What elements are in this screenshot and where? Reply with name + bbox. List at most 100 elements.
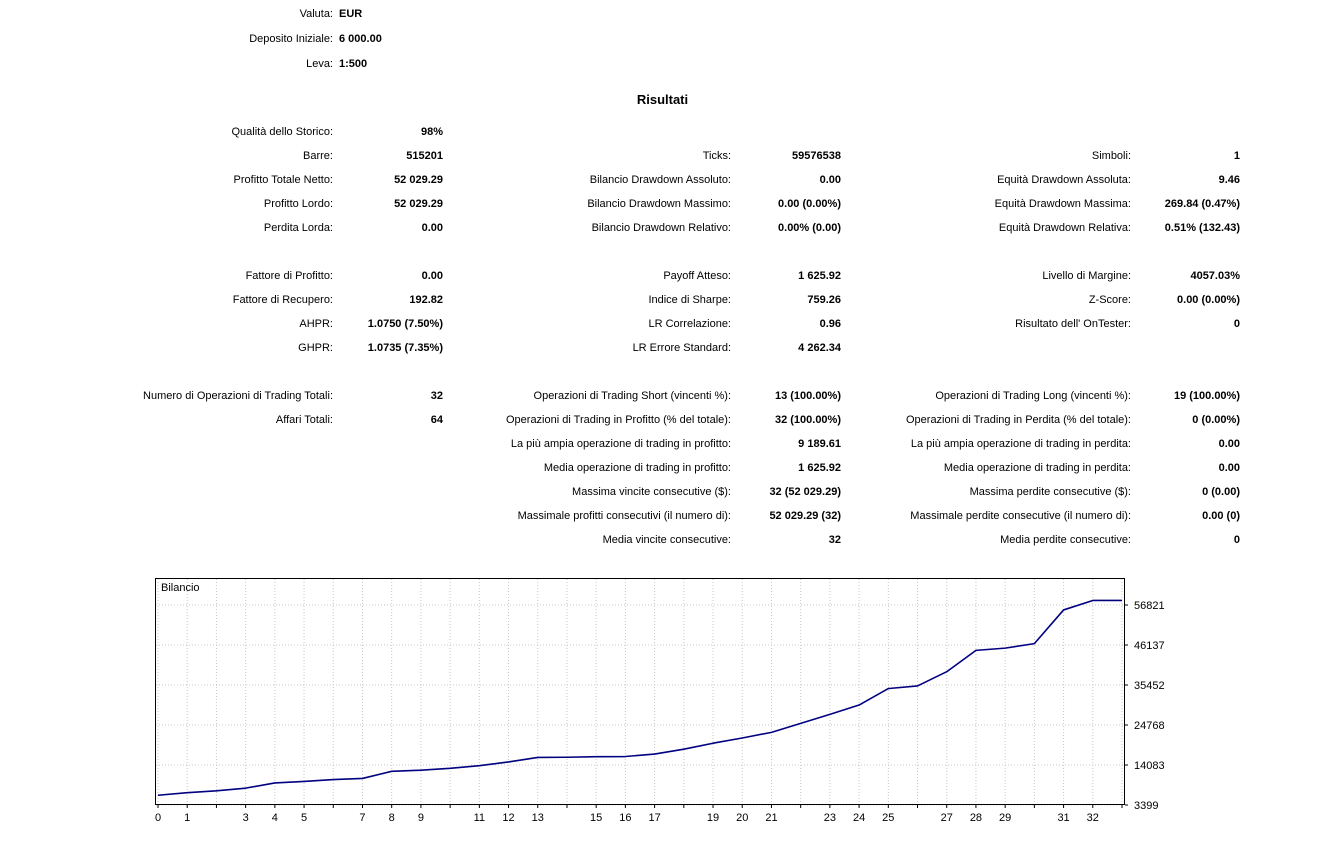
result-value: 0.51% (132.43) — [1164, 222, 1240, 234]
x-axis-label: 20 — [736, 812, 748, 824]
section-spacer — [0, 240, 1240, 264]
result-value: 0 — [1233, 534, 1240, 546]
results-row: Massimale profitti consecutivi (il numer… — [0, 504, 1240, 528]
result-label: Massimale perdite consecutive (il numero… — [910, 510, 1131, 522]
result-label: La più ampia operazione di trading in pr… — [510, 438, 731, 450]
result-label: Bilancio Drawdown Relativo: — [591, 222, 731, 234]
result-label: Operazioni di Trading Short (vincenti %)… — [533, 390, 731, 402]
result-label: Media operazione di trading in perdita: — [943, 462, 1131, 474]
section-spacer — [0, 360, 1240, 384]
result-label: Media vincite consecutive: — [602, 534, 731, 546]
info-row-leverage: Leva: 1:500 — [0, 51, 1325, 76]
results-row: Profitto Totale Netto: 52 029.29 Bilancio … — [0, 168, 1240, 192]
result-value: 32 (100.00%) — [774, 414, 841, 426]
results-row: GHPR: 1.0735 (7.35%) LR Errore Standard: 4 … — [0, 336, 1240, 360]
result-value: 52 029.29 — [394, 198, 443, 210]
result-value: 0.00 — [421, 270, 443, 282]
y-axis-label: 24768 — [1134, 720, 1165, 732]
results-row: Affari Totali: 64 Operazioni di Trading in… — [0, 408, 1240, 432]
x-axis-label: 28 — [970, 812, 982, 824]
results-row: Fattore di Profitto: 0.00 Payoff Atteso: 1 … — [0, 264, 1240, 288]
x-axis-label: 13 — [532, 812, 544, 824]
results-row: AHPR: 1.0750 (7.50%) LR Correlazione: 0.96 R… — [0, 312, 1240, 336]
result-value: 0.00% (0.00) — [778, 222, 841, 234]
results-table: Qualità dello Storico: 98% Barre: 515201 Tic… — [0, 120, 1240, 552]
x-axis-label: 12 — [502, 812, 514, 824]
result-label: Massima vincite consecutive ($): — [572, 486, 731, 498]
info-label: Leva: — [306, 57, 333, 70]
info-row-currency: Valuta: EUR — [0, 1, 1325, 26]
info-row-initial-deposit: Deposito Iniziale: 6 000.00 — [0, 26, 1325, 51]
result-value: 0.00 (0.00%) — [1177, 294, 1240, 306]
result-value: 1 — [1233, 150, 1240, 162]
result-value: 0 (0.00) — [1202, 486, 1240, 498]
result-label: Massimale profitti consecutivi (il numer… — [517, 510, 731, 522]
results-row: Barre: 515201 Ticks: 59576538 Simboli: 1 — [0, 144, 1240, 168]
balance-chart: 0 1 3 4 5 7 8 9 11 12 13 15 16 17 19 20 21 23 24 25 27 28 29 31… — [155, 578, 1325, 833]
result-value: 0.00 (0.00%) — [778, 198, 841, 210]
results-row: Massima vincite consecutive ($): 32 (52 0… — [0, 480, 1240, 504]
result-label: Fattore di Recupero: — [232, 294, 333, 306]
result-value: 192.82 — [409, 294, 443, 306]
result-label: Bilancio Drawdown Assoluto: — [589, 174, 731, 186]
x-axis-label: 5 — [301, 812, 307, 824]
result-label: La più ampia operazione di trading in pe… — [910, 438, 1131, 450]
x-axis-label: 15 — [590, 812, 602, 824]
results-row: Qualità dello Storico: 98% — [0, 120, 1240, 144]
results-title: Risultati — [636, 92, 689, 107]
y-axis-label: 46137 — [1134, 640, 1165, 652]
result-label: Payoff Atteso: — [663, 270, 731, 282]
result-label: Equità Drawdown Relativa: — [998, 222, 1131, 234]
x-axis-label: 24 — [853, 812, 865, 824]
x-axis-label: 4 — [272, 812, 278, 824]
result-value: 4057.03% — [1190, 270, 1240, 282]
info-label: Deposito Iniziale: — [249, 32, 333, 45]
result-value: 0 — [1233, 318, 1240, 330]
result-value: 515201 — [406, 150, 443, 162]
result-value: 1.0735 (7.35%) — [367, 342, 443, 354]
y-axis-label: 3399 — [1134, 800, 1158, 812]
chart-title: Bilancio — [161, 582, 200, 594]
result-label: Fattore di Profitto: — [245, 270, 333, 282]
result-label: GHPR: — [298, 342, 333, 354]
x-axis-label: 0 — [155, 812, 161, 824]
x-axis-label: 11 — [474, 812, 485, 824]
info-label: Valuta: — [299, 7, 333, 20]
account-info: Valuta: EUR Deposito Iniziale: 6 000.00 … — [0, 0, 1325, 76]
info-value: EUR — [339, 7, 363, 20]
result-value: 9 189.61 — [798, 438, 841, 450]
x-axis-label: 9 — [418, 812, 424, 824]
result-label: LR Errore Standard: — [632, 342, 731, 354]
results-row: Media vincite consecutive: 32 Media perdit… — [0, 528, 1240, 552]
result-label: Barre: — [303, 150, 333, 162]
y-axis-label: 56821 — [1134, 600, 1165, 612]
info-value: 6 000.00 — [339, 32, 382, 45]
result-label: Media operazione di trading in profitto: — [543, 462, 731, 474]
result-value: 0.00 (0) — [1202, 510, 1240, 522]
result-value: 1 625.92 — [798, 270, 841, 282]
result-value: 32 (52 029.29) — [769, 486, 841, 498]
result-label: Profitto Totale Netto: — [233, 174, 333, 186]
balance-line — [157, 599, 1122, 797]
result-value: 0.00 — [421, 222, 443, 234]
result-value: 759.26 — [807, 294, 841, 306]
result-label: Ticks: — [702, 150, 731, 162]
result-label: Equità Drawdown Assoluta: — [997, 174, 1131, 186]
results-row: Numero di Operazioni di Trading Totali: 3… — [0, 384, 1240, 408]
results-row: Profitto Lordo: 52 029.29 Bilancio Drawdow… — [0, 192, 1240, 216]
result-label: Z-Score: — [1088, 294, 1131, 306]
x-axis-label: 31 — [1057, 812, 1069, 824]
balance-chart-svg: 0 1 3 4 5 7 8 9 11 12 13 15 16 17 19 20 21 23 24 25 27 28 29 31… — [155, 578, 1165, 824]
result-label: LR Correlazione: — [648, 318, 731, 330]
x-axis-label: 21 — [765, 812, 777, 824]
result-value: 13 (100.00%) — [774, 390, 841, 402]
result-label: AHPR: — [299, 318, 333, 330]
result-value: 52 029.29 (32) — [769, 510, 841, 522]
x-axis-label: 3 — [243, 812, 249, 824]
result-label: Risultato dell' OnTester: — [1015, 318, 1131, 330]
result-value: 1.0750 (7.50%) — [367, 318, 443, 330]
result-label: Indice di Sharpe: — [648, 294, 731, 306]
x-axis-label: 1 — [184, 812, 190, 824]
x-axis-label: 25 — [882, 812, 894, 824]
plot-border — [155, 578, 1125, 805]
